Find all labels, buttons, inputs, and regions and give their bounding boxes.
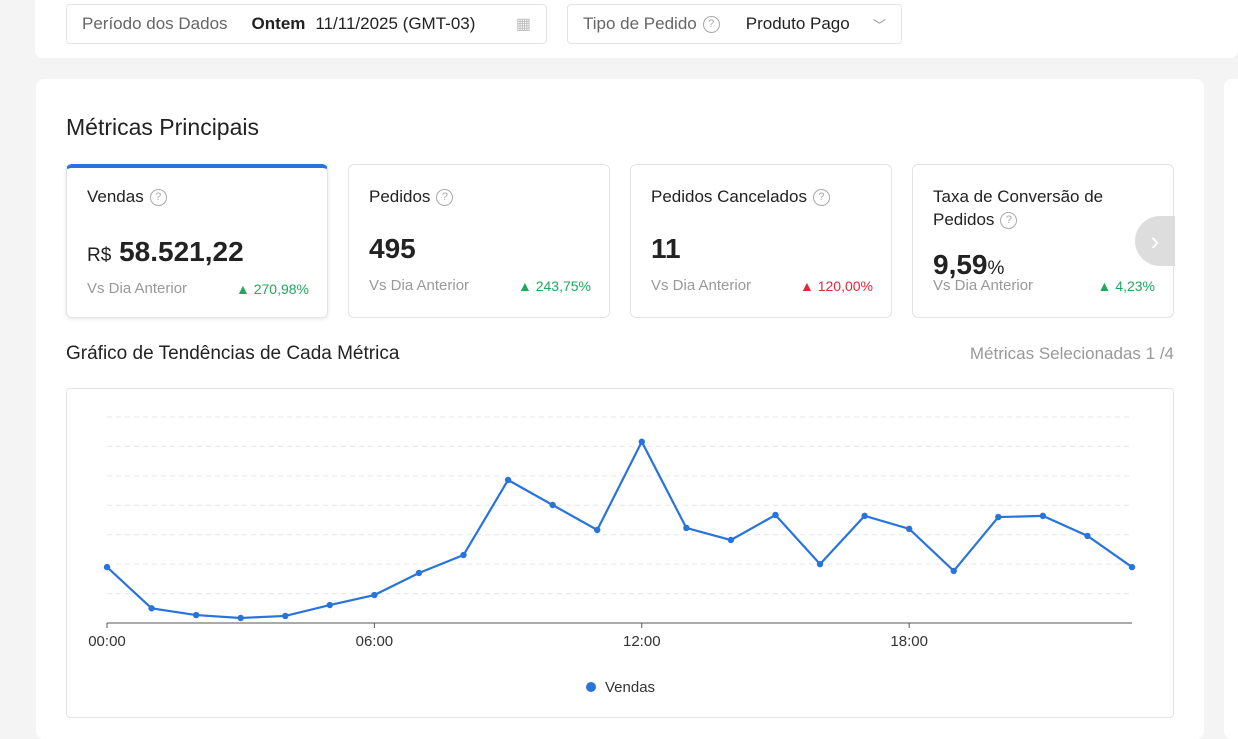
- data-point: [950, 567, 957, 575]
- data-point: [594, 526, 601, 534]
- value-number: 11: [651, 233, 681, 264]
- change-indicator: ▲ 243,75%: [518, 278, 591, 294]
- data-point: [237, 614, 244, 622]
- data-point: [504, 476, 512, 484]
- data-point: [772, 511, 779, 519]
- change-value: 270,98%: [253, 281, 309, 297]
- data-point: [861, 512, 868, 520]
- x-tick-label: 12:00: [623, 633, 661, 650]
- metric-card[interactable]: Taxa de Conversão de Pedidos? 9,59% Vs D…: [912, 164, 1174, 318]
- change-value: 243,75%: [535, 278, 591, 294]
- order-type-label: Tipo de Pedido: [583, 14, 697, 33]
- side-panel: [1224, 79, 1238, 739]
- metric-name: Pedidos Cancelados: [651, 187, 807, 206]
- metric-name: Vendas: [87, 187, 144, 206]
- period-filter[interactable]: Período dos Dados Ontem 11/11/2025 (GMT-…: [66, 4, 547, 44]
- help-icon[interactable]: ?: [702, 15, 720, 33]
- chevron-down-icon[interactable]: ﹀: [872, 17, 886, 33]
- metric-name: Taxa de Conversão de Pedidos: [933, 187, 1104, 229]
- line-chart: 00:00 06:00 12:00 18:00 Vendas: [88, 416, 1136, 696]
- change-indicator: ▲ 270,98%: [236, 281, 309, 297]
- data-point: [103, 563, 111, 571]
- data-point: [282, 612, 289, 620]
- change-indicator: ▲ 120,00%: [800, 278, 873, 294]
- order-type-value: Produto Pago: [745, 14, 850, 33]
- period-preset: Ontem: [251, 14, 306, 33]
- metric-name: Pedidos: [369, 187, 431, 206]
- compare-label: Vs Dia Anterior: [369, 277, 470, 294]
- currency-prefix: R$: [87, 245, 112, 266]
- data-point: [727, 536, 735, 544]
- order-type-filter[interactable]: Tipo de Pedido ? Produto Pago ﹀: [567, 4, 902, 44]
- data-point: [638, 438, 645, 445]
- period-value: 11/11/2025 (GMT-03): [315, 14, 476, 33]
- data-point: [148, 605, 155, 612]
- help-icon[interactable]: ?: [436, 189, 454, 207]
- data-point: [192, 611, 200, 619]
- metric-card[interactable]: Vendas? R$ 58.521,22 Vs Dia Anterior ▲ 2…: [66, 164, 328, 318]
- metric-card[interactable]: Pedidos? 495 Vs Dia Anterior ▲ 243,75%: [348, 164, 610, 318]
- series-line: [106, 439, 1133, 620]
- help-icon[interactable]: ?: [1000, 212, 1018, 230]
- metric-value: 495: [369, 233, 416, 265]
- data-point: [683, 524, 690, 532]
- triangle-up-icon: ▲: [799, 278, 814, 294]
- data-point: [326, 601, 334, 609]
- filter-panel: Período dos Dados Ontem 11/11/2025 (GMT-…: [35, 0, 1238, 58]
- value-number: 495: [369, 233, 416, 264]
- metric-value: R$ 58.521,22: [87, 236, 244, 268]
- data-point: [1039, 512, 1047, 520]
- x-tick-label: 18:00: [890, 633, 928, 650]
- compare-label: Vs Dia Anterior: [87, 280, 188, 297]
- x-tick-label: 00:00: [88, 633, 126, 650]
- value-number: 9,59: [933, 249, 988, 280]
- change-value: 120,00%: [817, 278, 873, 294]
- change-indicator: ▲ 4,23%: [1098, 278, 1155, 294]
- data-point: [549, 501, 556, 509]
- trend-chart: 00:00 06:00 12:00 18:00 Vendas: [66, 388, 1174, 718]
- value-number: 58.521,22: [119, 236, 244, 267]
- calendar-icon[interactable]: ▦: [515, 16, 531, 33]
- period-label: Período dos Dados: [82, 14, 228, 33]
- legend-marker: [586, 682, 596, 692]
- trend-chart-title: Gráfico de Tendências de Cada Métrica: [66, 343, 400, 364]
- x-tick-label: 06:00: [356, 633, 394, 650]
- change-value: 4,23%: [1115, 278, 1155, 294]
- data-point: [1084, 532, 1091, 540]
- main-metrics-panel: Métricas Principais Vendas? R$ 58.521,22…: [36, 79, 1204, 739]
- triangle-up-icon: ▲: [235, 281, 250, 297]
- data-point: [995, 513, 1002, 521]
- next-arrow-button[interactable]: ›: [1135, 216, 1175, 266]
- data-point: [816, 560, 824, 568]
- compare-label: Vs Dia Anterior: [651, 277, 752, 294]
- metric-value: 11: [651, 233, 681, 265]
- triangle-up-icon: ▲: [1097, 278, 1112, 294]
- metric-card[interactable]: Pedidos Cancelados? 11 Vs Dia Anterior ▲…: [630, 164, 892, 318]
- data-point: [905, 525, 913, 533]
- data-point: [415, 569, 423, 577]
- metric-value: 9,59%: [933, 249, 1004, 281]
- triangle-up-icon: ▲: [517, 278, 532, 294]
- data-point: [460, 551, 467, 559]
- selected-metrics-count[interactable]: Métricas Selecionadas 1 /4: [969, 344, 1174, 363]
- data-point: [371, 591, 378, 599]
- legend-label: Vendas: [605, 679, 655, 696]
- value-suffix: %: [987, 258, 1005, 279]
- help-icon[interactable]: ?: [812, 189, 830, 207]
- compare-label: Vs Dia Anterior: [933, 277, 1034, 294]
- help-icon[interactable]: ?: [149, 189, 167, 207]
- section-title: Métricas Principais: [66, 114, 259, 140]
- data-point: [1128, 563, 1136, 571]
